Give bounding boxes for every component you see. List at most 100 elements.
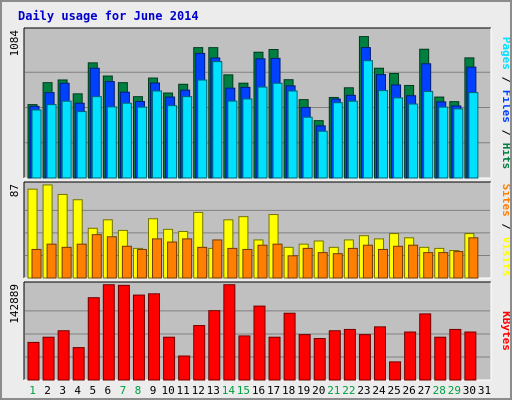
traffic-pages-bar-day-23 [362, 60, 373, 179]
legend-files: Files [500, 90, 510, 123]
traffic-pages-bar-day-28 [438, 106, 449, 179]
day-label-4: 4 [74, 384, 81, 397]
visits-sites-bar-day-25 [393, 245, 404, 279]
visits-sites-bar-day-9 [152, 238, 163, 279]
visits-sites-bar-day-22 [347, 247, 358, 279]
traffic-pages-bar-day-16 [257, 86, 268, 179]
visits-sites-bar-day-13 [212, 239, 223, 279]
legend-pages: Pages [500, 37, 510, 70]
visits-sites-bar-day-24 [377, 248, 388, 279]
day-label-15: 15 [237, 384, 250, 397]
visits-sites-bar-day-30 [468, 237, 479, 279]
kbytes-max-label: 142889 [8, 284, 21, 324]
visits-sites-bar-day-21 [332, 253, 343, 279]
traffic-pages-bar-day-29 [453, 108, 464, 179]
traffic-pages-bar-day-7 [121, 102, 132, 179]
day-label-30: 30 [463, 384, 476, 397]
traffic-pages-bar-day-11 [182, 96, 193, 179]
traffic-pages-bar-day-9 [152, 90, 163, 179]
day-label-8: 8 [135, 384, 142, 397]
traffic-pages-bar-day-12 [197, 79, 208, 179]
visits-sites-bar-day-4 [76, 243, 87, 279]
day-label-21: 21 [327, 384, 340, 397]
day-label-22: 22 [342, 384, 355, 397]
day-label-6: 6 [105, 384, 112, 397]
day-label-26: 26 [403, 384, 416, 397]
day-label-31: 31 [478, 384, 491, 397]
kbytes-kbytes-bar-day-8 [132, 294, 145, 381]
visits-sites-bar-day-10 [167, 241, 178, 279]
legend-sites: Sites [500, 184, 510, 217]
visits-sites-bar-day-14 [227, 247, 238, 279]
traffic-pages-bar-day-26 [408, 103, 419, 179]
kbytes-kbytes-bar-day-9 [148, 293, 161, 381]
day-label-5: 5 [89, 384, 96, 397]
kbytes-kbytes-bar-day-18 [283, 312, 296, 381]
visits-sites-bar-day-15 [242, 248, 253, 279]
visits-sites-bar-day-18 [287, 255, 298, 279]
visits-sites-bar-day-3 [61, 246, 72, 279]
kbytes-kbytes-bar-day-7 [117, 284, 130, 381]
traffic-pages-bar-day-15 [242, 98, 253, 179]
visits-sites-bar-day-20 [317, 252, 328, 279]
day-label-27: 27 [418, 384, 431, 397]
traffic-pages-bar-day-20 [317, 130, 328, 179]
day-label-11: 11 [177, 384, 190, 397]
kbytes-kbytes-bar-day-24 [373, 326, 386, 381]
day-labels: 1 2 3 4 5 6 7 8 9 10 11 12 13 14 15 16 17 18 19 20 21 22 23 24 2… [29, 384, 491, 397]
visits-sites-bar-day-28 [438, 252, 449, 279]
traffic-pages-bar-day-13 [212, 61, 223, 179]
traffic-pages-bar-day-10 [167, 105, 178, 179]
traffic-pages-bar-day-30 [468, 92, 479, 179]
kbytes-kbytes-bar-day-2 [42, 336, 55, 381]
kbytes-kbytes-bar-day-29 [449, 328, 462, 381]
day-label-3: 3 [59, 384, 66, 397]
day-label-29: 29 [448, 384, 461, 397]
legend-sep: / [500, 70, 510, 90]
day-label-10: 10 [161, 384, 174, 397]
kbytes-kbytes-bar-day-30 [464, 331, 477, 381]
day-label-17: 17 [267, 384, 280, 397]
traffic-pages-bar-day-3 [61, 100, 72, 179]
kbytes-kbytes-bar-day-14 [223, 284, 236, 381]
kbytes-kbytes-bar-day-1 [27, 341, 40, 381]
traffic-pages-bar-day-8 [136, 106, 147, 179]
visits-sites-bar-day-2 [46, 243, 57, 279]
visits-sites-bar-day-7 [121, 245, 132, 279]
traffic-pages-bar-day-17 [272, 82, 283, 179]
day-label-19: 19 [297, 384, 310, 397]
visits-sites-bar-day-26 [408, 244, 419, 279]
day-label-18: 18 [282, 384, 295, 397]
traffic-pages-bar-day-22 [347, 100, 358, 179]
traffic-pages-bar-day-2 [46, 104, 57, 179]
kbytes-kbytes-bar-day-3 [57, 330, 70, 381]
day-label-25: 25 [387, 384, 400, 397]
visits-series-sites [31, 234, 479, 279]
traffic-pages-bar-day-24 [377, 90, 388, 179]
visits-sites-bar-day-27 [423, 252, 434, 279]
kbytes-kbytes-bar-day-19 [298, 334, 311, 381]
kbytes-legend: KBytes [500, 311, 510, 351]
visits-sites-bar-day-8 [136, 248, 147, 279]
day-label-14: 14 [222, 384, 236, 397]
traffic-pages-bar-day-1 [31, 109, 42, 179]
visits-sites-bar-day-23 [362, 244, 373, 279]
traffic-pages-bar-day-21 [332, 102, 343, 179]
kbytes-kbytes-bar-day-13 [208, 310, 221, 381]
legend-sep: / [500, 123, 510, 143]
day-label-28: 28 [433, 384, 446, 397]
visits-sites-bar-day-6 [106, 236, 117, 279]
visits-sites-bar-day-29 [453, 251, 464, 279]
kbytes-kbytes-bar-day-22 [343, 328, 356, 381]
day-label-2: 2 [44, 384, 51, 397]
day-label-23: 23 [357, 384, 370, 397]
kbytes-kbytes-bar-day-12 [193, 325, 206, 381]
panel-visits: 87 Sites / Visits [8, 181, 510, 279]
visits-sites-bar-day-11 [182, 238, 193, 279]
kbytes-kbytes-bar-day-10 [163, 336, 176, 381]
visits-sites-bar-day-17 [272, 243, 283, 279]
traffic-series-pages [31, 60, 479, 179]
visits-sites-bar-day-19 [302, 247, 313, 279]
traffic-legend: Pages / Files / Hits [500, 37, 510, 170]
